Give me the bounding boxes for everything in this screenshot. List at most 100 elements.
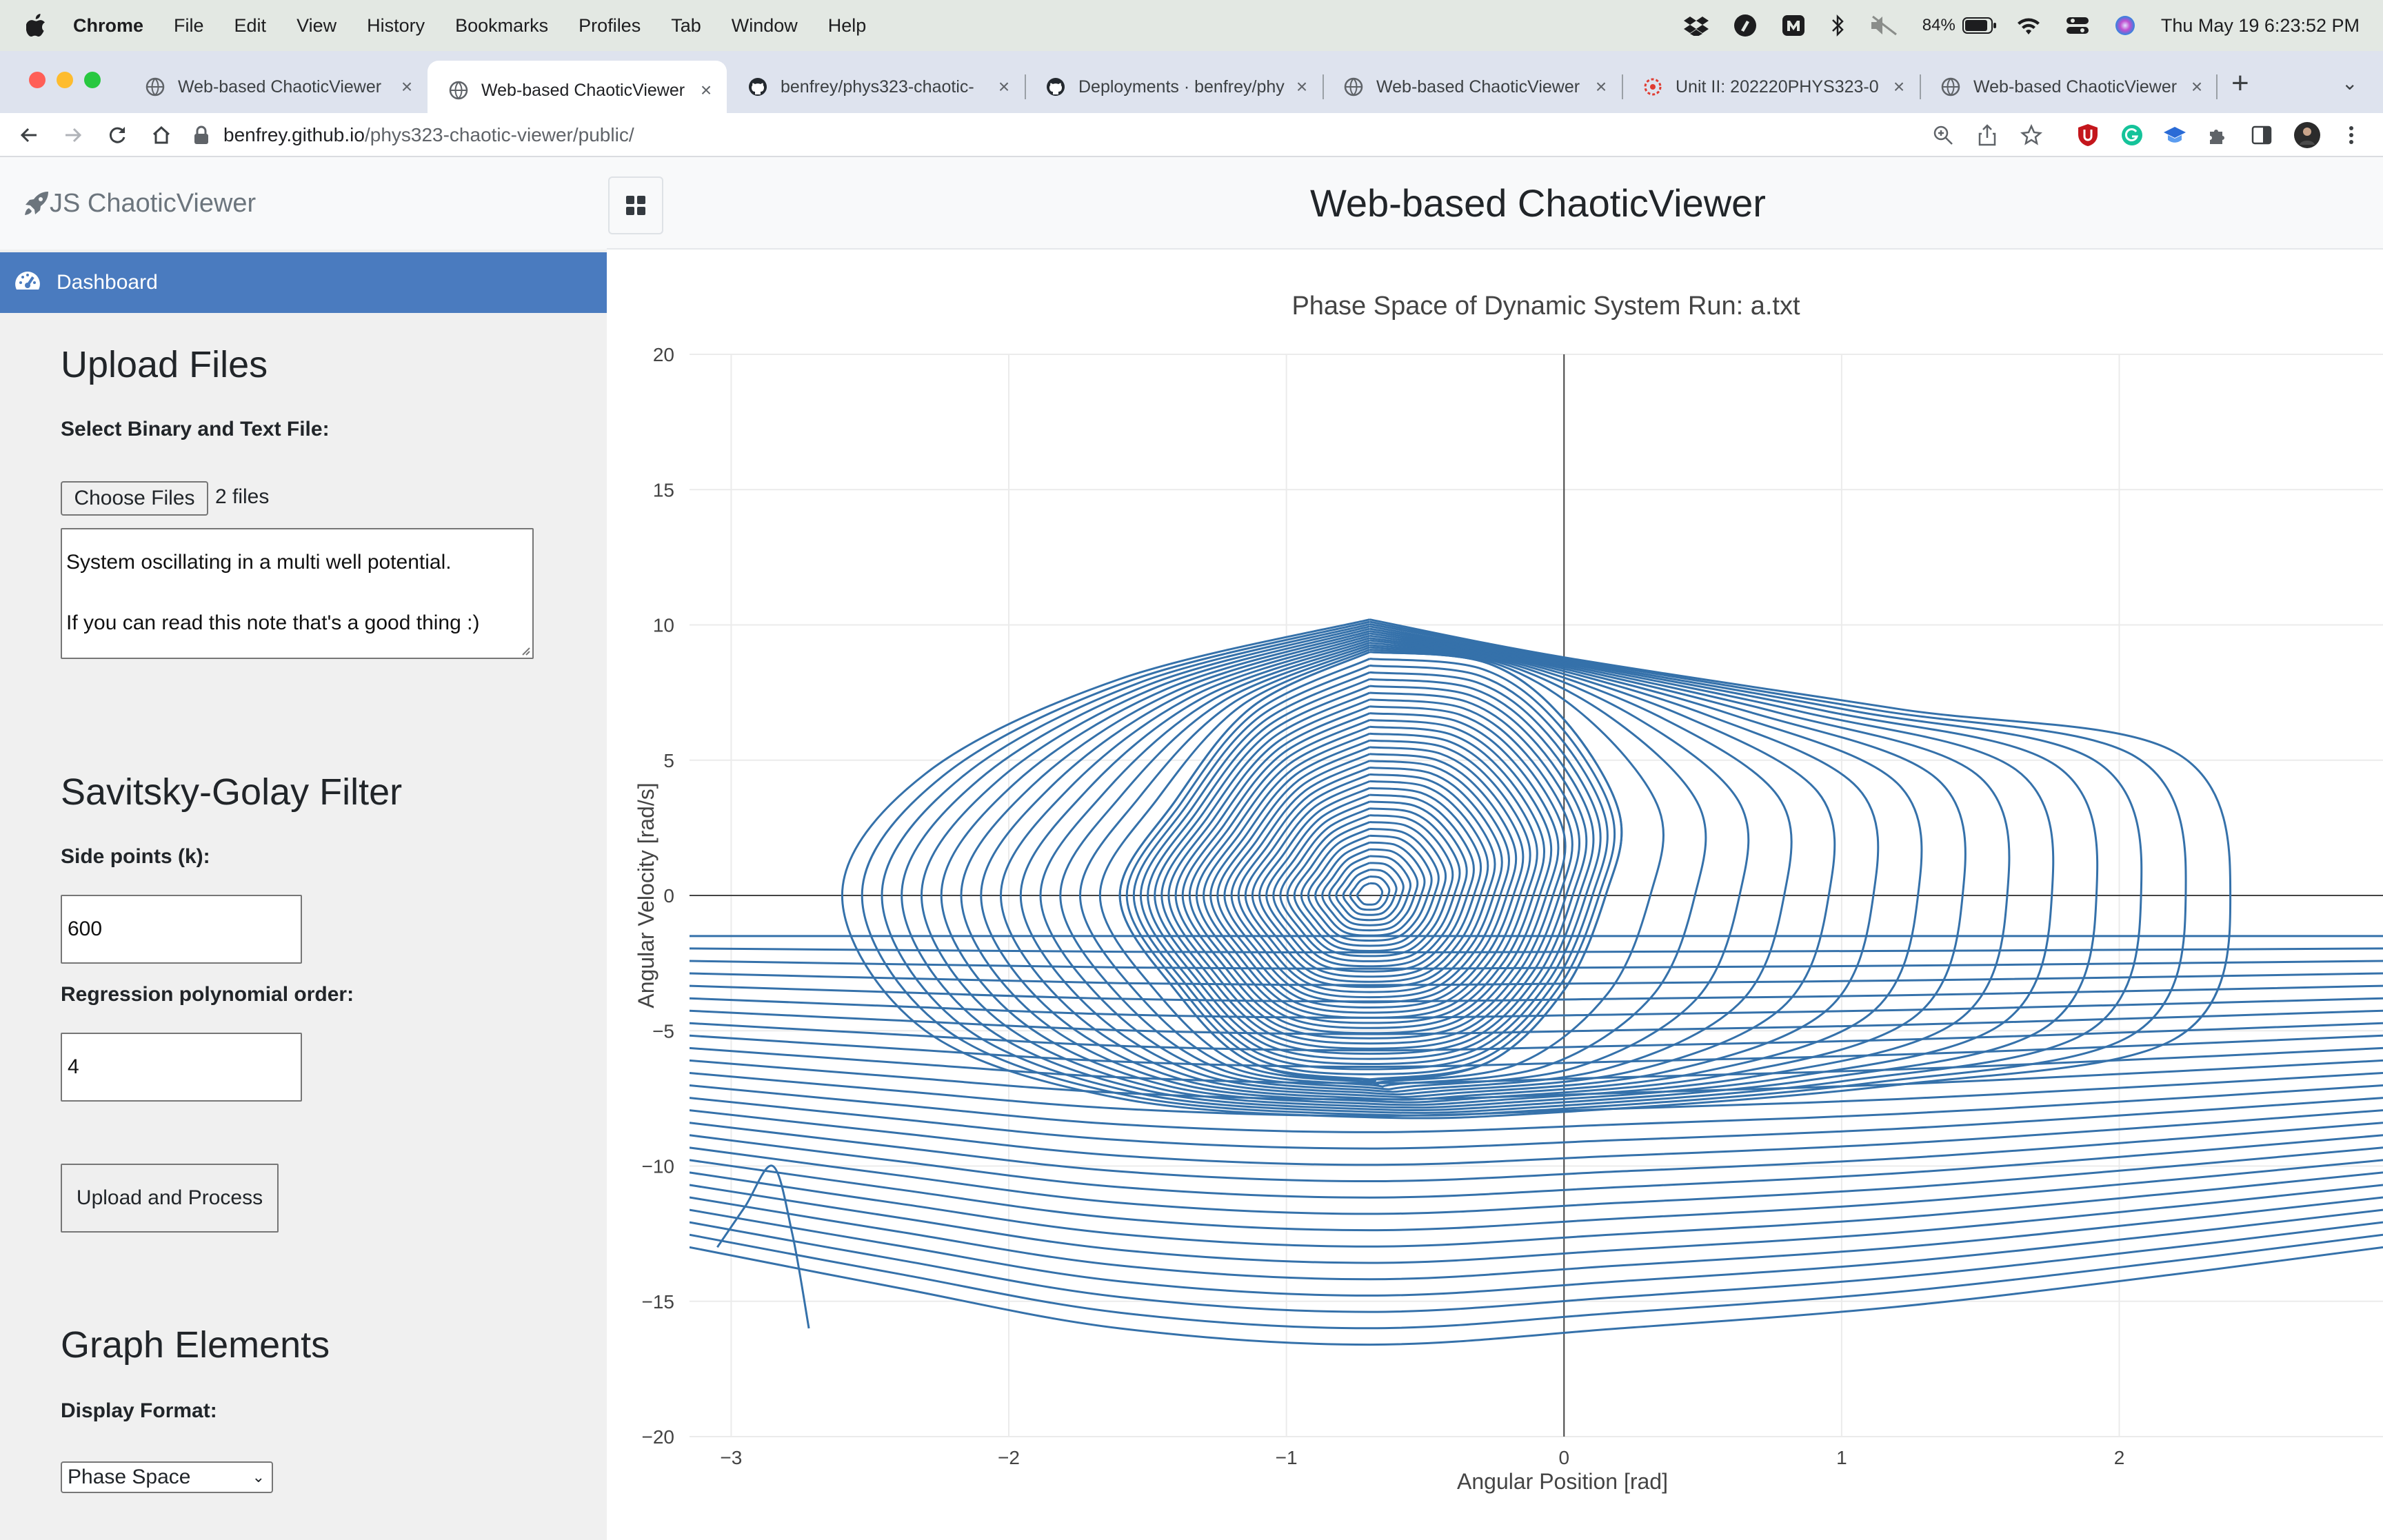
battery-status[interactable]: 84% <box>1922 16 1997 35</box>
battery-percent: 84% <box>1922 16 1955 34</box>
page-title: Web-based ChaoticViewer <box>1310 181 1766 225</box>
trajectory-orbit <box>1174 705 1567 1040</box>
profile-avatar[interactable] <box>2293 121 2321 149</box>
back-icon[interactable] <box>14 120 44 150</box>
browser-tab[interactable]: Unit II: 202220PHYS323-0 × <box>1622 63 1920 110</box>
menu-view[interactable]: View <box>296 14 337 36</box>
menu-help[interactable]: Help <box>827 14 867 36</box>
wifi-icon[interactable] <box>2016 16 2041 35</box>
browser-tab[interactable]: Web-based ChaoticViewer × <box>1323 63 1622 110</box>
tab-close-icon[interactable]: × <box>1296 76 1308 97</box>
menu-profiles[interactable]: Profiles <box>579 14 641 36</box>
grammarly-extension-icon[interactable] <box>2118 121 2146 149</box>
window-minimize-button[interactable] <box>57 72 73 88</box>
trajectory-band <box>690 1208 2383 1297</box>
poly-order-label: Regression polynomial order: <box>61 983 354 1006</box>
trajectory-orbit <box>1307 834 1433 942</box>
sidebar-item-label: Dashboard <box>57 271 158 294</box>
tab-close-icon[interactable]: × <box>1595 76 1607 97</box>
browser-tab[interactable]: Deployments · benfrey/phy × <box>1025 63 1323 110</box>
menubar-clock[interactable]: Thu May 19 6:23:52 PM <box>2160 14 2360 36</box>
tab-search-chevron-icon[interactable]: ⌄ <box>2342 72 2358 94</box>
menu-window[interactable]: Window <box>731 14 798 36</box>
side-panel-icon[interactable] <box>2248 121 2275 149</box>
ublock-extension-icon[interactable] <box>2074 121 2102 149</box>
battery-icon <box>1962 17 1996 34</box>
window-zoom-button[interactable] <box>84 72 101 88</box>
trajectory-orbit <box>1132 665 1609 1071</box>
mute-icon[interactable] <box>1870 15 1898 36</box>
tab-title: Web-based ChaoticViewer <box>178 77 382 97</box>
address-bar[interactable]: benfrey.github.io/phys323-chaotic-viewer… <box>193 117 1910 153</box>
menu-bookmarks[interactable]: Bookmarks <box>455 14 549 36</box>
home-icon[interactable] <box>146 120 177 150</box>
graduation-cap-extension-icon[interactable] <box>2161 121 2189 149</box>
display-format-label: Display Format: <box>61 1399 217 1422</box>
browser-tab[interactable]: Web-based ChaoticViewer × <box>1920 63 2218 110</box>
trajectory-orbit <box>1188 719 1553 1029</box>
upload-and-process-button[interactable]: Upload and Process <box>61 1164 279 1233</box>
trajectory-orbit <box>1300 827 1440 947</box>
tab-close-icon[interactable]: × <box>2191 76 2203 97</box>
trajectory-band <box>690 1084 2383 1133</box>
app-brand[interactable]: JS ChaoticViewer <box>0 157 607 250</box>
run-notes-textarea[interactable]: System oscillating in a multi well poten… <box>61 528 534 659</box>
poly-order-input[interactable]: 4 <box>61 1033 302 1102</box>
trajectory-band <box>690 984 2383 1003</box>
app-status-icon[interactable] <box>1733 14 1757 37</box>
siri-icon[interactable] <box>2114 14 2136 37</box>
trajectory-orbit <box>1181 712 1560 1035</box>
browser-toolbar <box>0 113 2383 157</box>
window-close-button[interactable] <box>29 72 46 88</box>
extensions-puzzle-icon[interactable] <box>2204 121 2231 149</box>
trajectory-orbit <box>1216 746 1525 1009</box>
forward-icon[interactable] <box>58 120 88 150</box>
menu-tab[interactable]: Tab <box>671 14 701 36</box>
share-icon[interactable] <box>1973 121 2001 149</box>
zoom-icon[interactable] <box>1929 121 1957 149</box>
y-tick-label: −10 <box>642 1156 675 1177</box>
reload-icon[interactable] <box>102 120 132 150</box>
tab-separator <box>1622 74 1623 99</box>
menu-app-name[interactable]: Chrome <box>73 14 144 36</box>
control-center-icon[interactable] <box>2066 16 2089 35</box>
bluetooth-icon[interactable] <box>1830 14 1845 37</box>
menu-edit[interactable]: Edit <box>234 14 267 36</box>
bookmark-star-icon[interactable] <box>2018 121 2045 149</box>
tab-separator <box>1920 74 1921 99</box>
globe-icon <box>1344 77 1363 97</box>
chrome-menu-icon[interactable] <box>2337 121 2365 149</box>
browser-tab[interactable]: Web-based ChaoticViewer × <box>124 63 428 110</box>
display-format-select[interactable]: Phase Space ⌄ <box>61 1461 273 1493</box>
trajectory-end-segment <box>716 1164 810 1329</box>
sidebar-item-dashboard[interactable]: Dashboard <box>0 252 607 313</box>
textarea-resize-handle-icon[interactable] <box>519 644 531 656</box>
tab-close-icon[interactable]: × <box>401 76 413 97</box>
tab-title: benfrey/phys323-chaotic- <box>781 77 974 97</box>
new-tab-icon[interactable]: + <box>2231 66 2249 100</box>
apple-logo-icon[interactable] <box>26 14 47 37</box>
choose-files-button[interactable]: Choose Files <box>61 481 208 516</box>
tab-close-icon[interactable]: × <box>700 79 712 101</box>
y-tick-label: −20 <box>642 1426 675 1448</box>
side-points-input[interactable]: 600 <box>61 895 302 964</box>
lock-icon[interactable] <box>193 125 210 145</box>
trajectory-orbit <box>1293 821 1447 953</box>
menu-file[interactable]: File <box>174 14 204 36</box>
plot-zero-axes <box>690 354 2383 1437</box>
trajectory-orbit <box>1098 648 1665 1086</box>
top-navbar <box>607 157 2383 250</box>
sidebar-toggle-button[interactable] <box>608 176 663 234</box>
menu-history[interactable]: History <box>367 14 425 36</box>
trajectory-orbit <box>1078 646 1707 1088</box>
tab-close-icon[interactable]: × <box>1893 76 1905 97</box>
browser-tab-active[interactable]: Web-based ChaoticViewer × <box>428 61 727 120</box>
m-app-icon[interactable] <box>1782 14 1805 37</box>
trajectory-band <box>690 972 2383 986</box>
browser-tab[interactable]: benfrey/phys323-chaotic- × <box>727 63 1025 110</box>
tab-close-icon[interactable]: × <box>998 76 1010 97</box>
trajectory-orbit <box>1244 773 1496 989</box>
dropbox-icon[interactable] <box>1683 15 1709 36</box>
trajectory-orbit <box>999 637 1880 1098</box>
